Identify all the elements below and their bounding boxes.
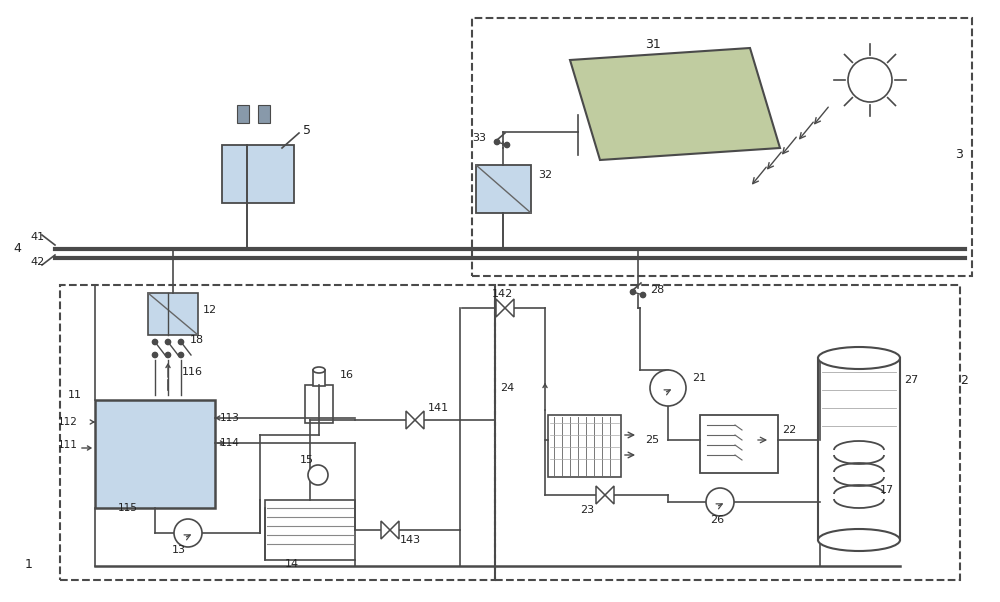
Text: 24: 24: [500, 383, 514, 393]
Text: 23: 23: [580, 505, 594, 515]
Text: 32: 32: [538, 170, 552, 180]
Bar: [818, 358, 900, 540]
Text: 141: 141: [428, 403, 449, 413]
Text: 21: 21: [692, 373, 706, 383]
Bar: [60, 285, 495, 580]
Bar: [222, 145, 294, 203]
Text: 18: 18: [190, 335, 204, 345]
Text: 14: 14: [285, 559, 299, 569]
Circle shape: [640, 293, 646, 297]
Bar: [472, 18, 972, 276]
Text: 116: 116: [182, 367, 203, 377]
Circle shape: [848, 58, 892, 102]
Circle shape: [152, 340, 158, 344]
Text: 3: 3: [955, 149, 963, 161]
Text: 26: 26: [710, 515, 724, 525]
Ellipse shape: [313, 367, 325, 373]
Text: 31: 31: [645, 39, 661, 52]
Circle shape: [166, 340, 170, 344]
Bar: [495, 285, 960, 580]
Bar: [313, 370, 325, 386]
Bar: [258, 105, 270, 123]
Text: 113: 113: [220, 413, 240, 423]
Polygon shape: [570, 48, 780, 160]
Polygon shape: [381, 521, 390, 539]
Bar: [548, 415, 621, 477]
Text: 22: 22: [782, 425, 796, 435]
Circle shape: [650, 370, 686, 406]
Bar: [237, 105, 249, 123]
Polygon shape: [496, 299, 505, 317]
Text: 17: 17: [880, 485, 894, 495]
Bar: [476, 165, 531, 213]
Text: 25: 25: [645, 435, 659, 445]
Circle shape: [505, 143, 510, 147]
Circle shape: [178, 340, 184, 344]
Circle shape: [152, 353, 158, 358]
Bar: [305, 385, 333, 423]
Circle shape: [166, 353, 170, 358]
Bar: [148, 293, 198, 335]
Circle shape: [494, 140, 500, 144]
Text: 13: 13: [172, 545, 186, 555]
Circle shape: [706, 488, 734, 516]
Text: 5: 5: [303, 123, 311, 137]
Ellipse shape: [818, 347, 900, 369]
Circle shape: [178, 353, 184, 358]
Text: 1: 1: [25, 559, 33, 571]
Text: 28: 28: [650, 285, 664, 295]
Circle shape: [174, 519, 202, 547]
Text: 143: 143: [400, 535, 421, 545]
Text: 12: 12: [203, 305, 217, 315]
Polygon shape: [505, 299, 514, 317]
Text: 11: 11: [68, 390, 82, 400]
Text: 111: 111: [58, 440, 78, 450]
Text: 2: 2: [960, 373, 968, 386]
Text: 27: 27: [904, 375, 918, 385]
Text: 142: 142: [492, 289, 513, 299]
Ellipse shape: [818, 529, 900, 551]
Polygon shape: [596, 486, 605, 504]
Bar: [265, 500, 355, 560]
Polygon shape: [390, 521, 399, 539]
Polygon shape: [605, 486, 614, 504]
Text: 33: 33: [472, 133, 486, 143]
Bar: [700, 415, 778, 473]
Text: 112: 112: [58, 417, 78, 427]
Polygon shape: [415, 411, 424, 429]
Circle shape: [631, 290, 636, 294]
Text: 16: 16: [340, 370, 354, 380]
Text: 15: 15: [300, 455, 314, 465]
Polygon shape: [406, 411, 415, 429]
Text: 115: 115: [118, 503, 138, 513]
Circle shape: [308, 465, 328, 485]
Bar: [95, 400, 215, 508]
Text: 114: 114: [220, 438, 240, 448]
Text: 41: 41: [30, 232, 44, 242]
Text: 42: 42: [30, 257, 44, 267]
Text: 4: 4: [13, 241, 21, 255]
